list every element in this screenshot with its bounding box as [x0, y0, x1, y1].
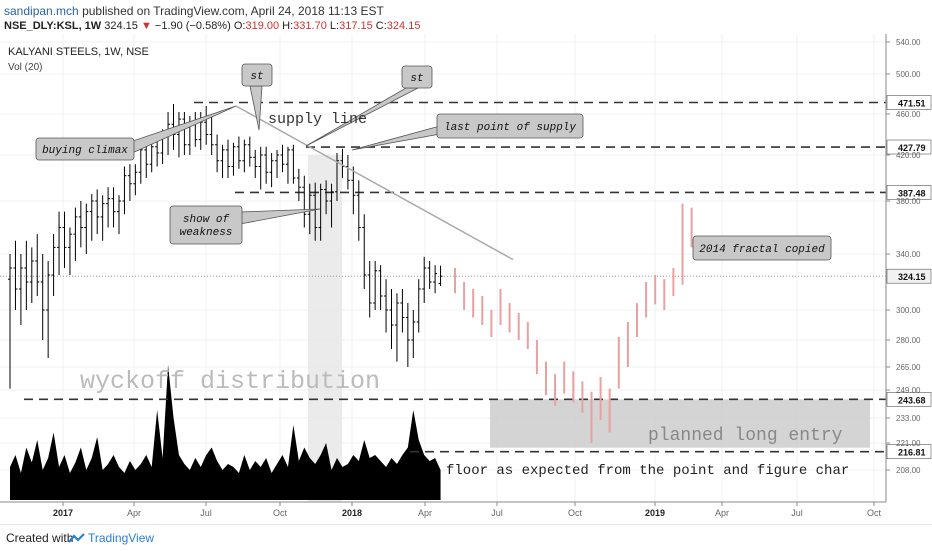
y-tick-label-6: 300.00	[896, 306, 921, 315]
price-chart[interactable]: 471.51 427.79 387.48 324.15 243.68 216.81 buy…	[0, 34, 932, 524]
x-tick-label-11: Oct	[867, 508, 882, 518]
level-tag-0	[886, 95, 932, 110]
level-tag-1	[886, 139, 932, 155]
callout-show-of-weakness-box	[169, 205, 243, 245]
y-tick-label-9: 249.00	[896, 386, 921, 395]
level-tag-5	[886, 444, 932, 460]
callout-last-point-of-supply-box	[436, 113, 584, 139]
x-axis: 2017 Apr Jul Oct 2018 Apr Jul Oct 2019 Apr Jul Oct	[0, 501, 886, 518]
candles	[8, 104, 443, 389]
y-tick-label-3: 420.00	[896, 151, 921, 160]
y-tick-label-8: 265.00	[896, 363, 921, 372]
x-tick-label-2: Jul	[200, 508, 212, 518]
supply-trendline	[235, 105, 514, 261]
close-label: C:	[375, 20, 387, 32]
open-label: O:	[233, 20, 246, 32]
callout-st1-text-0: st	[250, 71, 263, 83]
y-axis: 540.00 500.00 460.00 420.00 380.00 340.00 300.…	[885, 34, 921, 502]
callout-buying-climax-text-0: buying climax	[42, 145, 128, 157]
y-tick-label-4: 380.00	[896, 197, 921, 206]
label-supply-line: supply line	[268, 111, 367, 128]
projection-bars	[454, 203, 693, 443]
volume-area-path	[10, 365, 441, 500]
symbol-name: NSE_DLY:KSL, 1W	[4, 20, 102, 32]
created-with-text: Created with	[6, 531, 74, 545]
x-tick-label-7: Oct	[568, 508, 583, 518]
chart-title: KALYANI STEELS, 1W, NSE	[8, 46, 149, 58]
published-text: published on TradingView.com, April 24, …	[82, 4, 384, 18]
callout-last-point-of-supply: last point of supply	[351, 113, 584, 151]
callout-last-point-of-supply-text-0: last point of supply	[444, 122, 576, 134]
x-tick-label-0: 2017	[53, 508, 73, 518]
y-tick-label-2: 460.00	[896, 110, 921, 119]
level-label-3: 324.15	[898, 272, 926, 282]
x-tick-label-1: Apr	[127, 508, 141, 518]
callout-fractal-text-0: 2014 fractal copied	[699, 244, 825, 256]
callout-st1: st	[241, 63, 273, 131]
callout-st2-box	[401, 65, 433, 89]
y-tick-label-7: 280.00	[896, 336, 921, 345]
y-tick-label-10: 233.00	[896, 414, 921, 423]
label-floor: floor as expected from the point and fig…	[446, 463, 849, 479]
callout-buying-climax: buying climax	[35, 105, 237, 161]
symbol-quote: NSE_DLY:KSL, 1W 324.15 ▼ −1.90 (−0.58%) …	[4, 20, 420, 32]
publish-info: sandipan.mch published on TradingView.co…	[4, 4, 384, 18]
y-tick-label-12: 208.00	[896, 466, 921, 475]
level-label-0: 471.51	[898, 98, 926, 108]
callout-show-of-weakness-text-1: weakness	[180, 227, 233, 239]
level-tag-2	[886, 185, 932, 200]
footer: Created with TradingView	[0, 524, 932, 551]
callout-st2: st	[305, 65, 433, 147]
price-levels: 471.51 427.79 387.48 324.15 243.68 216.81	[0, 95, 932, 460]
y-tick-label-5: 340.00	[896, 250, 921, 259]
x-tick-label-9: Apr	[715, 508, 729, 518]
x-tick-label-10: Jul	[791, 508, 803, 518]
low-label: L:	[329, 20, 340, 32]
callout-st2-text-0: st	[410, 73, 423, 85]
x-tick-label-8: 2019	[645, 508, 665, 518]
chart-header: sandipan.mch published on TradingView.co…	[0, 0, 932, 40]
y-tick-label-0: 540.00	[896, 38, 921, 47]
callout-show-of-weakness-text-0: show of	[183, 214, 230, 226]
volume-area	[10, 365, 441, 500]
x-tick-label-5: Apr	[418, 508, 432, 518]
down-arrow-icon: ▼	[140, 20, 152, 32]
level-tag-3	[886, 268, 932, 284]
callout-buying-climax-box	[35, 137, 135, 161]
author-link[interactable]: sandipan.mch	[4, 4, 79, 18]
label-planned-entry: planned long entry	[648, 426, 843, 446]
x-tick-label-6: Jul	[491, 508, 503, 518]
last-price: 324.15	[104, 20, 138, 32]
annotations: buying climax st st last point of supply sho…	[35, 63, 849, 479]
callout-fractal-box	[692, 235, 832, 261]
level-label-1: 427.79	[898, 143, 926, 153]
level-label-5: 216.81	[898, 448, 926, 458]
label-wyckoff: wyckoff distribution	[80, 367, 380, 396]
price-change: −1.90 (−0.58%)	[154, 20, 231, 32]
y-tick-label-11: 221.00	[896, 439, 921, 448]
planned-entry-box	[490, 399, 870, 448]
x-tick-label-4: 2018	[342, 508, 362, 518]
tradingview-brand-link[interactable]: TradingView	[88, 531, 155, 545]
volume-indicator-label: Vol (20)	[8, 62, 42, 73]
level-tag-4	[886, 392, 932, 407]
high-value: 331.70	[293, 20, 327, 32]
close-value: 324.15	[386, 20, 421, 32]
tradingview-logo-icon	[68, 533, 85, 543]
callout-fractal: 2014 fractal copied	[692, 235, 832, 261]
level-label-2: 387.48	[898, 188, 926, 198]
low-value: 317.15	[339, 20, 373, 32]
y-tick-label-1: 500.00	[896, 70, 921, 79]
high-label: H:	[282, 20, 294, 32]
level-label-4: 243.68	[898, 395, 926, 405]
x-tick-label-3: Oct	[273, 508, 288, 518]
callout-st1-box	[241, 63, 273, 87]
open-value: 319.00	[245, 20, 280, 32]
weakness-band	[308, 155, 342, 502]
